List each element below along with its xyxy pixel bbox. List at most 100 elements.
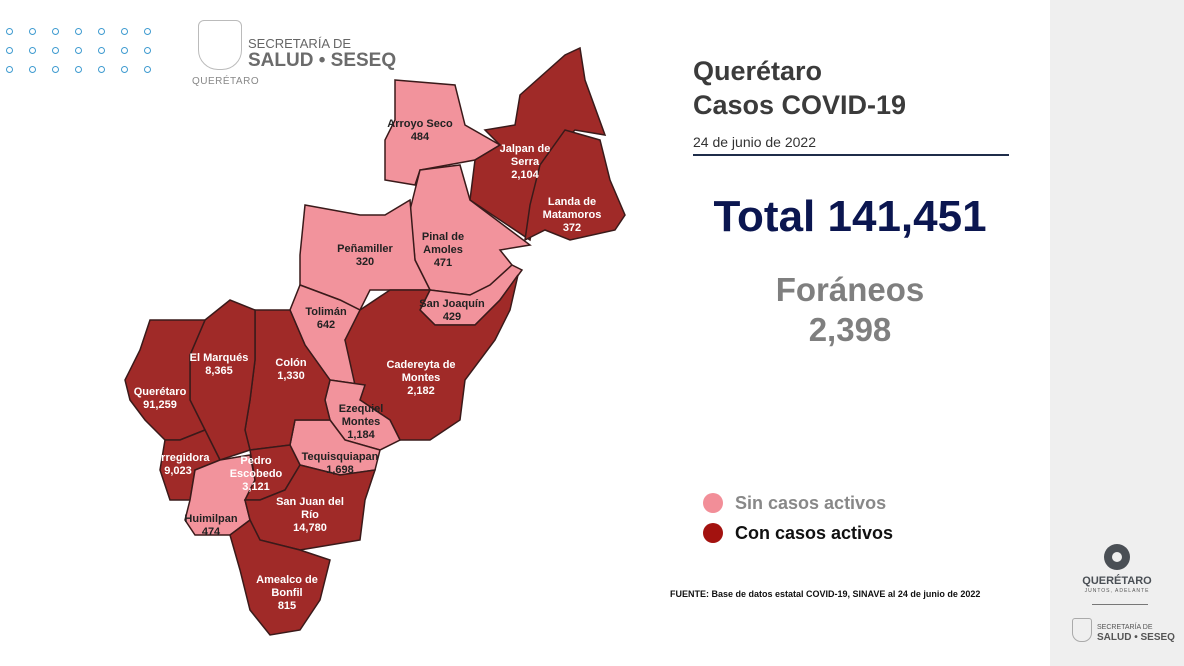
- municipality-name: Tequisquiapan: [301, 451, 379, 463]
- municipality-amealco-de-bonfil: [229, 518, 331, 636]
- municipality-label: Jalpan de Serra 2,104: [490, 143, 560, 182]
- foraneos-value: 2,398: [808, 311, 892, 348]
- state-seal-logo-small: [1072, 618, 1092, 642]
- sidebar-secretaria-label: SECRETARÍA DE: [1097, 624, 1153, 631]
- dot: [121, 66, 128, 73]
- municipality-label: Arroyo Seco 484: [385, 118, 455, 144]
- dot: [121, 47, 128, 54]
- municipality-name: Huimilpan: [184, 513, 238, 525]
- dot: [75, 47, 82, 54]
- municipality-label: Pedro Escobedo 3,121: [221, 455, 291, 494]
- dot: [29, 28, 36, 35]
- source-note: FUENTE: Base de datos estatal COVID-19, …: [670, 589, 981, 599]
- municipality-label: Querétaro 91,259: [134, 386, 187, 412]
- red-dot-icon: [703, 523, 723, 543]
- municipality-label: Huimilpan 474: [184, 513, 237, 539]
- sidebar-divider: [1092, 604, 1148, 605]
- state-name-small: QUERÉTARO: [192, 76, 260, 87]
- municipality-name: Tolimán: [305, 306, 347, 318]
- municipality-cases: 14,780: [293, 522, 327, 534]
- title-divider: [693, 154, 1009, 156]
- municipality-label: Amealco de Bonfil 815: [252, 574, 322, 613]
- municipality-cases: 320: [355, 256, 375, 268]
- municipality-cases: 474: [201, 526, 221, 538]
- municipality-cases: 3,121: [242, 481, 270, 493]
- municipality-name: Arroyo Seco: [387, 118, 453, 130]
- municipality-name: San Juan del Río: [276, 496, 344, 521]
- municipality-label: Peñamiller 320: [337, 243, 393, 269]
- dot: [75, 28, 82, 35]
- foraneos-label: Foráneos: [775, 271, 925, 308]
- brand-name: QUERÉTARO: [1082, 575, 1152, 587]
- municipality-label: Ezequiel Montes 1,184: [326, 403, 396, 442]
- queretaro-map: [124, 46, 626, 636]
- legend-label: Sin casos activos: [735, 492, 887, 513]
- municipality-cases: 642: [316, 319, 336, 331]
- dot: [144, 28, 151, 35]
- municipality-label: Pinal de Amoles 471: [408, 231, 478, 270]
- municipality-name: Colón: [275, 357, 307, 369]
- dot: [75, 66, 82, 73]
- municipality-label: Corregidora 9,023: [147, 452, 210, 478]
- municipality-label: San Juan del Río 14,780: [275, 496, 345, 535]
- municipality-name: Pedro Escobedo: [229, 455, 283, 480]
- municipality-name: San Joaquín: [419, 298, 485, 310]
- municipality-cases: 372: [562, 222, 582, 234]
- dot: [52, 28, 59, 35]
- municipality-cases: 429: [442, 311, 462, 323]
- municipality-cases: 8,365: [205, 365, 233, 377]
- municipality-jalpan-de-serra: [469, 46, 607, 242]
- municipality-cases: 91,259: [143, 399, 177, 411]
- decorative-dots: [6, 28, 171, 88]
- dot: [6, 28, 13, 35]
- secretaria-label: SECRETARÍA DE: [248, 36, 352, 51]
- legend-item-active: Con casos activos: [703, 518, 893, 548]
- dot: [144, 47, 151, 54]
- dot: [98, 28, 105, 35]
- municipality-name: Querétaro: [133, 386, 187, 398]
- municipality-label: Cadereyta de Montes 2,182: [386, 359, 456, 398]
- sidebar-seseq-label: SALUD • SESEQ: [1097, 632, 1175, 643]
- municipality-name: Peñamiller: [337, 243, 393, 255]
- municipality-name: Pinal de Amoles: [421, 231, 465, 256]
- municipality-name: Amealco de Bonfil: [256, 574, 318, 599]
- municipality-label: El Marqués 8,365: [184, 352, 254, 378]
- municipality-cases: 2,182: [407, 385, 435, 397]
- dot: [52, 66, 59, 73]
- municipality-name: El Marqués: [189, 352, 249, 364]
- dot: [6, 66, 13, 73]
- legend-label: Con casos activos: [735, 522, 894, 543]
- seseq-label: SALUD • SESEQ: [248, 50, 397, 71]
- dot: [29, 66, 36, 73]
- foraneos-block: Foráneos 2,398: [700, 270, 1000, 350]
- dot: [121, 28, 128, 35]
- municipality-label: Landa de Matamoros 372: [537, 196, 607, 235]
- brand-tagline: JUNTOS, ADELANTE: [1084, 588, 1150, 594]
- legend: Sin casos activos Con casos activos: [703, 488, 893, 548]
- dot: [98, 66, 105, 73]
- municipality-cases: 471: [433, 257, 453, 269]
- municipality-name: Ezequiel Montes: [338, 403, 384, 428]
- state-seal-logo: [198, 20, 242, 70]
- dot: [144, 66, 151, 73]
- page-title: Querétaro Casos COVID-19: [693, 54, 906, 122]
- dot: [6, 47, 13, 54]
- total-cases: Total 141,451: [713, 192, 987, 241]
- title-line-2: Casos COVID-19: [693, 90, 907, 120]
- municipality-label: Tolimán 642: [305, 306, 346, 332]
- municipality-cases: 1,698: [326, 464, 354, 476]
- pink-dot-icon: [703, 493, 723, 513]
- municipality-name: Landa de Matamoros: [542, 196, 602, 221]
- report-date: 24 de junio de 2022: [693, 134, 816, 150]
- municipality-name: Cadereyta de Montes: [386, 359, 456, 384]
- dot: [52, 47, 59, 54]
- municipality-cases: 484: [410, 131, 430, 143]
- municipality-landa-de-matamoros: [524, 129, 626, 242]
- municipality-cases: 1,330: [277, 370, 305, 382]
- municipality-name: Corregidora: [146, 452, 210, 464]
- municipality-cases: 2,104: [511, 169, 539, 181]
- legend-item-inactive: Sin casos activos: [703, 488, 893, 518]
- queretaro-q-logo: [1104, 544, 1130, 570]
- municipality-cases: 1,184: [347, 429, 375, 441]
- dot: [29, 47, 36, 54]
